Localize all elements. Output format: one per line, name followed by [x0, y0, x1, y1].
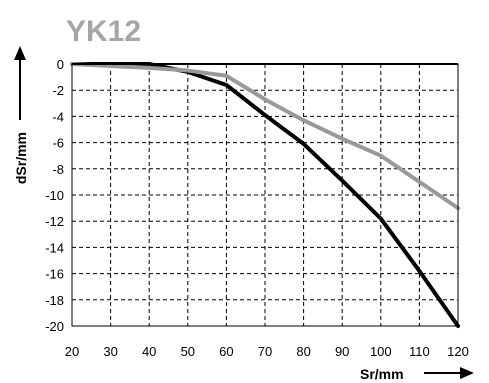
x-tick-label: 110: [409, 344, 430, 359]
y-tick-label: -16: [45, 267, 64, 282]
x-tick-labels: 20 30 40 50 60 70 80 90 100 110 120: [65, 344, 469, 359]
x-axis-arrow-icon: [460, 367, 474, 379]
x-tick-label: 100: [370, 344, 392, 359]
y-tick-labels: 0 -2 -4 -6 -8 -10 -12 -14 -16 -18 -20: [45, 57, 64, 334]
x-tick-label: 60: [219, 344, 233, 359]
plot-frame: [71, 63, 459, 327]
x-tick-label: 20: [65, 344, 79, 359]
y-tick-label: -6: [52, 136, 64, 151]
x-tick-label: 40: [142, 344, 156, 359]
series-line-2: [70, 62, 460, 211]
y-tick-label: -20: [45, 319, 64, 334]
x-tick-label: 90: [335, 344, 349, 359]
y-axis-label: dSr/mm: [13, 132, 29, 184]
y-axis-title: dSr/mm: [13, 46, 29, 184]
y-axis-arrow-icon: [14, 46, 26, 60]
y-tick-label: -8: [52, 162, 64, 177]
y-tick-label: -14: [45, 240, 64, 255]
x-axis-title: Sr/mm: [360, 366, 474, 382]
y-tick-label: -10: [45, 188, 64, 203]
x-tick-label: 70: [258, 344, 272, 359]
y-tick-label: 0: [57, 57, 64, 72]
y-tick-label: -18: [45, 293, 64, 308]
x-tick-label: 50: [181, 344, 195, 359]
x-tick-label: 120: [447, 344, 469, 359]
chart-title: YK12: [66, 15, 141, 48]
x-axis-label: Sr/mm: [360, 366, 404, 382]
x-tick-label: 30: [103, 344, 117, 359]
y-tick-label: -4: [52, 109, 64, 124]
x-tick-label: 80: [296, 344, 310, 359]
series-layer: [70, 62, 460, 328]
y-tick-label: -12: [45, 214, 64, 229]
y-tick-label: -2: [52, 83, 64, 98]
